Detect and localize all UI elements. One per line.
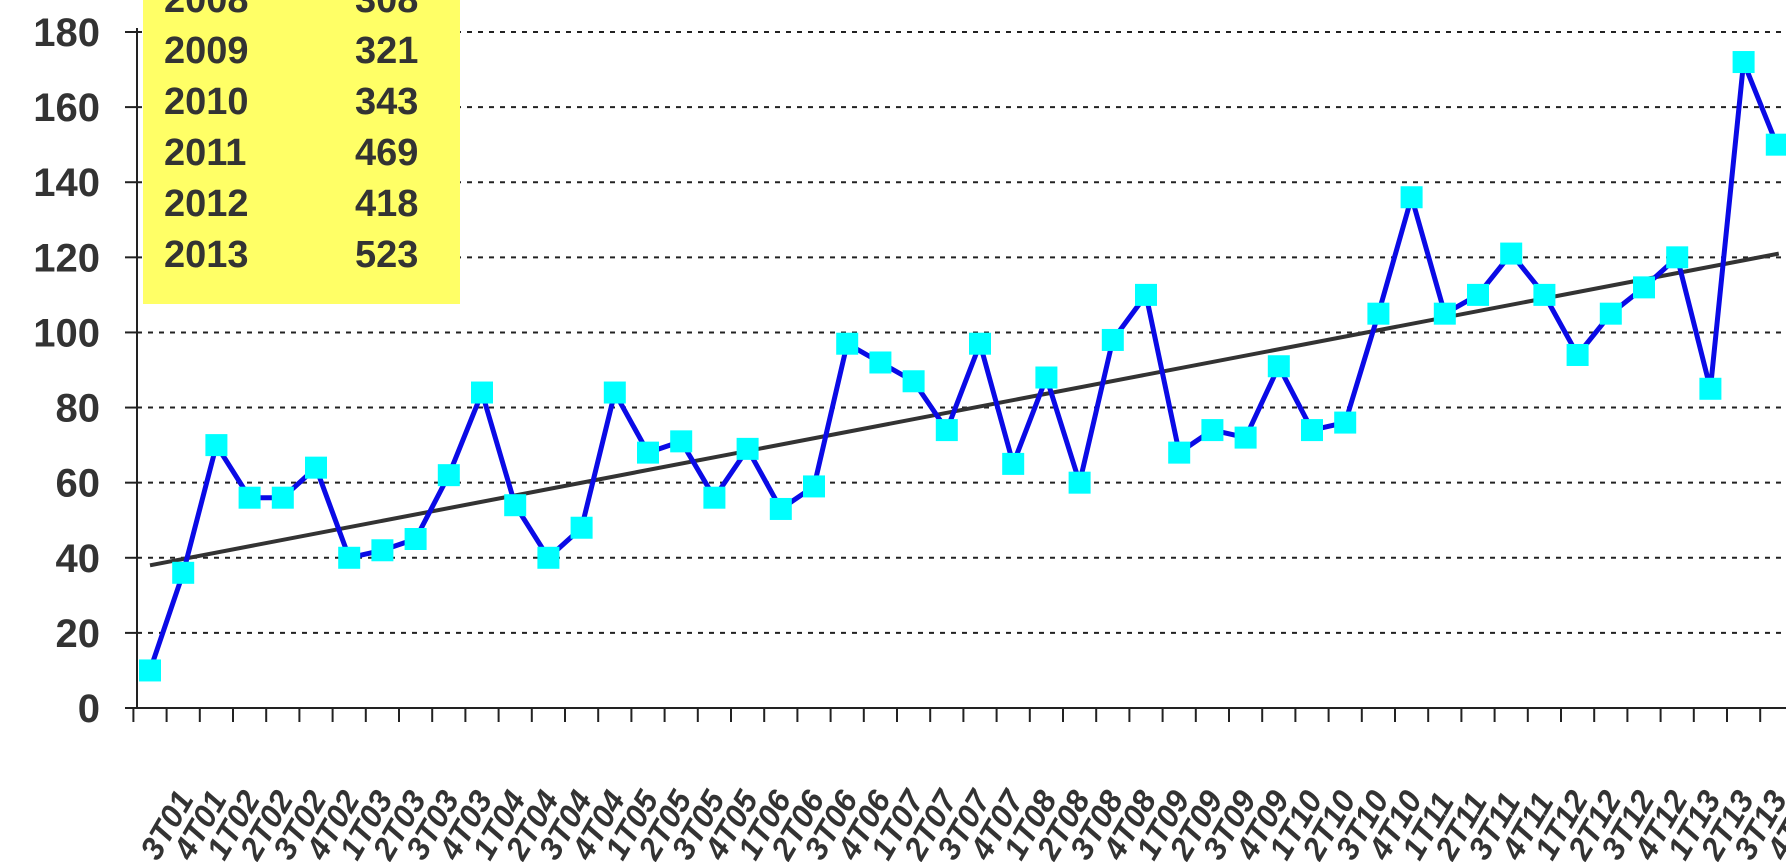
y-tick-label: 80 [56, 387, 101, 431]
data-point [1334, 411, 1357, 434]
data-point [803, 475, 825, 498]
data-point [570, 516, 593, 539]
annual-totals-background [143, 0, 460, 304]
data-point [1765, 133, 1786, 156]
data-point [139, 659, 161, 682]
data-point [1168, 441, 1191, 464]
data-point [1732, 51, 1755, 74]
data-point [371, 539, 394, 562]
annual-total-value: 418 [355, 183, 418, 225]
y-tick-label: 40 [56, 537, 101, 581]
data-point [537, 546, 560, 569]
y-tick-label: 120 [33, 236, 100, 280]
y-tick-label: 140 [33, 161, 100, 205]
annual-total-year: 2013 [164, 234, 249, 276]
data-point [404, 528, 427, 550]
data-point [902, 370, 925, 393]
data-point [172, 561, 195, 584]
data-point [736, 437, 759, 460]
trend-line [149, 251, 1780, 568]
data-point [1666, 246, 1689, 269]
data-point [670, 430, 693, 453]
data-point [1002, 452, 1025, 475]
data-point [1566, 343, 1589, 366]
data-point [471, 381, 493, 404]
y-tick-label: 100 [33, 311, 100, 355]
data-point [305, 456, 327, 479]
data-point [703, 486, 726, 509]
data-point [969, 332, 991, 355]
y-tick-label: 20 [56, 612, 101, 656]
data-point [1301, 419, 1323, 442]
data-point [1101, 328, 1124, 351]
data-point [205, 434, 228, 457]
y-tick-labels: 0 20 40 60 80 100 120 140 160 180 [33, 11, 100, 731]
y-tick-label: 180 [33, 11, 100, 55]
data-point [637, 441, 659, 464]
data-point [1633, 276, 1655, 299]
data-point [1500, 242, 1523, 265]
y-tick-label: 160 [33, 86, 100, 130]
data-point [1035, 366, 1058, 389]
annual-total-year: 2012 [164, 183, 249, 225]
data-point [1267, 355, 1290, 378]
data-point [1433, 302, 1456, 325]
data-point [1400, 186, 1423, 209]
data-point [1234, 426, 1257, 449]
data-point [1533, 283, 1556, 306]
data-point [603, 381, 626, 404]
data-point [338, 546, 361, 569]
annual-total-year: 2009 [164, 30, 249, 72]
y-tick-label: 60 [56, 462, 101, 506]
data-point [1467, 283, 1489, 306]
data-point [1201, 419, 1224, 442]
data-point [1367, 302, 1390, 325]
data-point [238, 486, 261, 509]
annual-total-value: 343 [355, 81, 418, 123]
annual-total-value: 308 [355, 0, 418, 21]
trend-line-layer [149, 251, 1780, 568]
annual-total-year: 2011 [164, 132, 246, 174]
axes [125, 28, 1786, 722]
annual-total-value: 469 [355, 132, 418, 174]
annual-total-value: 523 [355, 234, 418, 276]
data-point [1599, 302, 1622, 325]
data-point [1068, 471, 1091, 494]
data-point [869, 351, 892, 374]
x-tick-labels: 3T014T011T022T023T024T021T032T033T034T03… [133, 782, 1786, 862]
annual-total-year: 2008 [164, 0, 249, 21]
y-tick-label: 0 [78, 687, 100, 731]
data-point [1135, 283, 1157, 306]
annual-total-value: 321 [355, 30, 418, 72]
data-point [271, 486, 294, 509]
data-point [1699, 377, 1722, 400]
annual-total-year: 2010 [164, 81, 249, 123]
series-layer [139, 51, 1786, 682]
data-point [504, 494, 527, 517]
annual-totals-box: 2008 308 2009 321 2010 343 2011 469 2012 418 2013 5… [143, 0, 460, 304]
data-point [437, 464, 460, 487]
data-point [769, 497, 792, 520]
data-point [836, 332, 859, 355]
data-point [935, 419, 958, 442]
